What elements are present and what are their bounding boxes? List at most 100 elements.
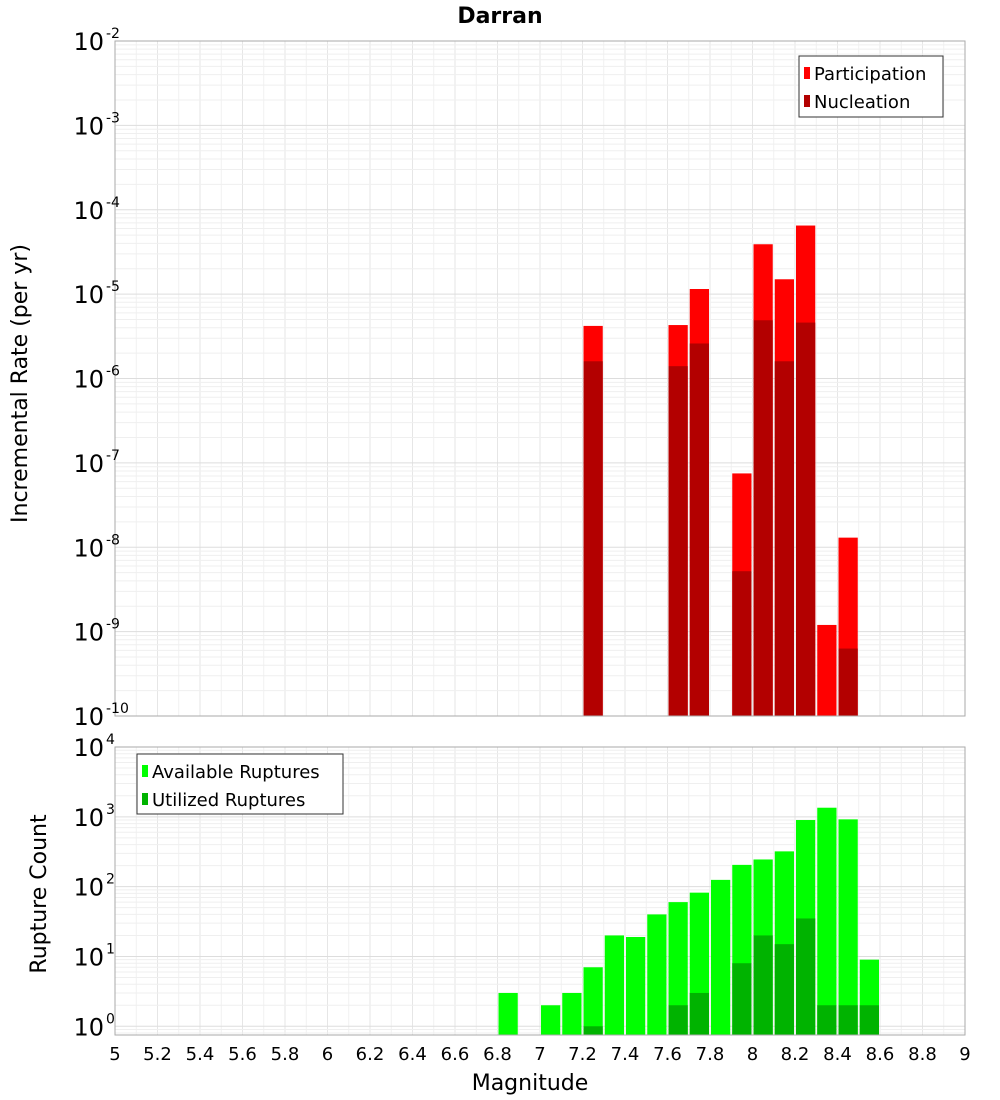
y-tick-base: 10 xyxy=(73,112,104,140)
x-tick-label: 6.6 xyxy=(441,1044,470,1065)
rate-bar-secondary xyxy=(732,571,752,716)
x-tick-label: 5 xyxy=(109,1044,120,1065)
y-tick-exponent: -7 xyxy=(106,448,120,464)
rate-bar-secondary xyxy=(796,322,816,716)
y-tick-base: 10 xyxy=(73,874,104,902)
y-tick-base: 10 xyxy=(73,734,104,762)
y-tick-label: 10 3 xyxy=(73,802,114,832)
count-bar-secondary xyxy=(668,1005,688,1035)
count-bar-primary xyxy=(838,819,858,1035)
count-bar-secondary xyxy=(732,963,752,1035)
y-tick-base: 10 xyxy=(73,197,104,225)
x-tick-label: 8.2 xyxy=(781,1044,810,1065)
y-tick-exponent: -10 xyxy=(106,701,129,717)
y-tick-exponent: -2 xyxy=(106,26,120,42)
x-tick-label: 8.6 xyxy=(866,1044,895,1065)
count-bar-primary xyxy=(817,807,837,1035)
y-tick-exponent: -5 xyxy=(106,279,120,295)
x-tick-label: 8 xyxy=(747,1044,758,1065)
x-tick-label: 7.4 xyxy=(611,1044,640,1065)
y-tick-exponent: 3 xyxy=(106,802,115,818)
y-tick-exponent: -4 xyxy=(106,195,120,211)
count-bar-secondary xyxy=(774,944,794,1035)
rate-bar-secondary xyxy=(668,366,688,716)
x-tick-label: 5.6 xyxy=(228,1044,257,1065)
y-tick-exponent: -6 xyxy=(106,364,120,380)
y-tick-exponent: 0 xyxy=(106,1011,115,1027)
legend-label: Utilized Ruptures xyxy=(152,790,305,811)
count-bar-primary xyxy=(711,879,731,1035)
count-plot-frame xyxy=(114,746,966,1036)
y-tick-base: 10 xyxy=(73,804,104,832)
rate-bars xyxy=(583,225,858,717)
legend-swatch xyxy=(804,95,810,107)
count-bar-secondary xyxy=(796,918,816,1035)
y-tick-base: 10 xyxy=(73,28,104,56)
y-tick-label: 10 0 xyxy=(73,1011,114,1041)
count-bar-secondary xyxy=(817,1005,837,1035)
rate-legend: Participation Nucleation xyxy=(798,55,944,118)
legend-swatch xyxy=(142,793,148,805)
rate-y-axis-label: Incremental Rate (per yr) xyxy=(8,244,33,523)
count-bar-secondary xyxy=(583,1026,603,1035)
rate-bar-secondary xyxy=(838,648,858,716)
rate-bar-secondary xyxy=(774,361,794,716)
count-bar-secondary xyxy=(753,935,773,1035)
y-tick-label: 10 4 xyxy=(73,732,115,762)
y-tick-base: 10 xyxy=(73,703,104,731)
y-tick-base: 10 xyxy=(73,1013,104,1041)
legend-box xyxy=(136,753,344,815)
y-tick-label: 10 -2 xyxy=(73,26,120,56)
magnitude-x-tick-labels: 5 5.2 5.4 5.6 5.8 6 6.2 6.4 6.6 6.8 7 7.2 7.4 7.6 7.8 8… xyxy=(109,1044,970,1065)
y-tick-label: 10 2 xyxy=(73,872,114,902)
x-tick-label: 6.2 xyxy=(356,1044,385,1065)
x-tick-label: 9 xyxy=(959,1044,970,1065)
legend-label: Nucleation xyxy=(814,92,910,113)
count-bar-primary xyxy=(541,1005,561,1035)
x-tick-label: 5.2 xyxy=(143,1044,172,1065)
rate-bar-secondary xyxy=(689,343,709,716)
y-tick-label: 10 1 xyxy=(73,941,114,971)
y-tick-label: 10 -6 xyxy=(73,364,120,394)
chart-title: Darran xyxy=(457,4,542,29)
y-tick-label: 10 -4 xyxy=(73,195,120,225)
y-tick-label: 10 -3 xyxy=(73,110,120,140)
y-tick-label: 10 -7 xyxy=(73,448,120,478)
legend-swatch xyxy=(142,765,148,777)
rate-panel: 10-210-310-410-510-610-710-810-910-10 In… xyxy=(8,26,966,731)
x-tick-label: 7.6 xyxy=(653,1044,682,1065)
y-tick-exponent: 1 xyxy=(106,941,115,957)
count-bar-secondary xyxy=(689,992,709,1035)
count-bar-primary xyxy=(604,935,624,1035)
count-bar-secondary xyxy=(859,1005,879,1035)
x-tick-label: 6 xyxy=(322,1044,333,1065)
x-tick-label: 8.8 xyxy=(908,1044,937,1065)
y-tick-base: 10 xyxy=(73,366,104,394)
count-bar-primary xyxy=(668,902,688,1035)
count-bars xyxy=(498,807,879,1035)
rate-y-tick-labels: 10-210-310-410-510-610-710-810-910-10 xyxy=(73,26,128,731)
x-tick-label: 7.2 xyxy=(568,1044,597,1065)
y-tick-base: 10 xyxy=(73,943,104,971)
legend-label: Available Ruptures xyxy=(152,762,320,783)
y-tick-exponent: 2 xyxy=(106,872,115,888)
x-tick-label: 7 xyxy=(534,1044,545,1065)
y-tick-exponent: 4 xyxy=(106,732,115,748)
rate-grid xyxy=(114,40,966,717)
rate-plot-frame xyxy=(114,40,966,717)
x-axis-label: Magnitude xyxy=(472,1071,589,1096)
y-tick-label: 10 -8 xyxy=(73,532,120,562)
y-tick-base: 10 xyxy=(73,281,104,309)
count-bar-primary xyxy=(647,914,667,1035)
y-tick-base: 10 xyxy=(73,450,104,478)
y-tick-exponent: -9 xyxy=(106,617,120,633)
count-bar-primary xyxy=(498,992,518,1035)
legend-swatch xyxy=(804,67,810,79)
count-bar-primary xyxy=(626,936,646,1035)
count-bar-primary xyxy=(583,967,603,1035)
y-tick-label: 10 -5 xyxy=(73,279,120,309)
x-tick-label: 5.8 xyxy=(271,1044,300,1065)
x-tick-label: 6.4 xyxy=(398,1044,427,1065)
